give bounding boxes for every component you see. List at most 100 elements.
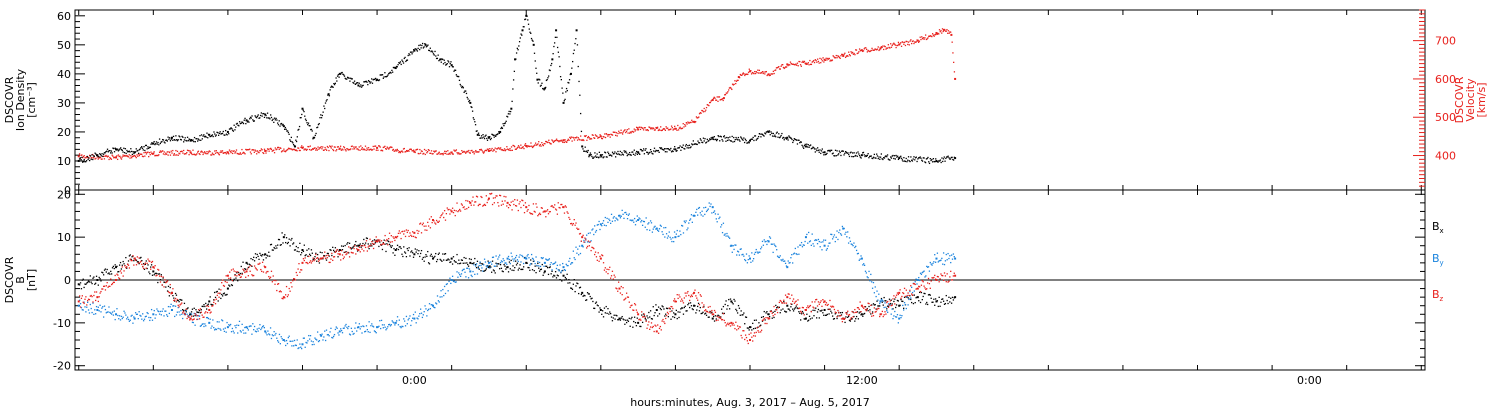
by-series-dot bbox=[950, 262, 951, 263]
velocity-series-dot bbox=[366, 150, 367, 151]
by-series-dot bbox=[691, 214, 692, 215]
bz-series-dot bbox=[220, 289, 221, 290]
by-series-dot bbox=[147, 313, 148, 314]
velocity-series-dot bbox=[908, 42, 909, 43]
by-series-dot bbox=[831, 234, 832, 235]
velocity-series-dot bbox=[686, 122, 687, 123]
bz-series-dot bbox=[422, 224, 423, 225]
density-series-dot bbox=[371, 78, 372, 79]
velocity-series-dot bbox=[639, 127, 640, 128]
by-series-dot bbox=[478, 268, 479, 269]
density-series-dot bbox=[480, 137, 481, 138]
bx-series-dot bbox=[469, 258, 470, 259]
velocity-series-dot bbox=[952, 52, 953, 53]
bx-series-dot bbox=[489, 265, 490, 266]
density-series-point bbox=[533, 44, 535, 46]
velocity-series-dot bbox=[456, 149, 457, 150]
bz-series-dot bbox=[405, 236, 406, 237]
by-series-dot bbox=[144, 319, 145, 320]
bz-series-dot bbox=[219, 293, 220, 294]
velocity-series-dot bbox=[186, 152, 187, 153]
bx-series-dot bbox=[192, 309, 193, 310]
by-series-dot bbox=[216, 329, 217, 330]
by-series-dot bbox=[759, 252, 760, 253]
by-series-dot bbox=[635, 224, 636, 225]
density-series-dot bbox=[157, 143, 158, 144]
by-series-dot bbox=[487, 267, 488, 268]
density-series-dot bbox=[948, 157, 949, 158]
density-series-dot bbox=[737, 139, 738, 140]
by-series-dot bbox=[705, 207, 706, 208]
density-series-dot bbox=[590, 152, 591, 153]
bz-series-dot bbox=[314, 259, 315, 260]
density-series-dot bbox=[369, 82, 370, 83]
density-series-dot bbox=[323, 105, 324, 106]
velocity-series-dot bbox=[635, 129, 636, 130]
velocity-series-dot bbox=[754, 71, 755, 72]
by-series-dot bbox=[420, 308, 421, 309]
bx-series-dot bbox=[191, 311, 192, 312]
velocity-series-dot bbox=[388, 148, 389, 149]
density-series-dot bbox=[155, 143, 156, 144]
density-series-dot bbox=[664, 148, 665, 149]
bx-series-dot bbox=[169, 295, 170, 296]
by-series-dot bbox=[159, 313, 160, 314]
by-series-dot bbox=[928, 266, 929, 267]
bx-series-dot bbox=[378, 246, 379, 247]
bx-series-dot bbox=[925, 303, 926, 304]
velocity-series-dot bbox=[631, 132, 632, 133]
density-series-dot bbox=[277, 122, 278, 123]
velocity-series-dot bbox=[637, 127, 638, 128]
bz-series-dot bbox=[140, 261, 141, 262]
density-series-dot bbox=[195, 141, 196, 142]
by-series-dot bbox=[442, 289, 443, 290]
bx-series-dot bbox=[431, 254, 432, 255]
bz-series-dot bbox=[248, 275, 249, 276]
velocity-series-dot bbox=[836, 55, 837, 56]
bx-series-dot bbox=[289, 245, 290, 246]
bx-series-dot bbox=[610, 313, 611, 314]
by-series-dot bbox=[689, 220, 690, 221]
velocity-series-dot bbox=[431, 150, 432, 151]
by-series-dot bbox=[407, 323, 408, 324]
bz-series-dot bbox=[229, 271, 230, 272]
bz-series-dot bbox=[210, 311, 211, 312]
by-series-dot bbox=[873, 282, 874, 283]
velocity-series-dot bbox=[213, 154, 214, 155]
density-series-dot bbox=[739, 139, 740, 140]
by-series-dot bbox=[513, 260, 514, 261]
by-series-dot bbox=[509, 259, 510, 260]
by-series-dot bbox=[142, 313, 143, 314]
bx-series-dot bbox=[573, 284, 574, 285]
density-series-dot bbox=[655, 151, 656, 152]
by-series-dot bbox=[477, 273, 478, 274]
y-tick-label: 60 bbox=[57, 10, 71, 23]
velocity-series-dot bbox=[836, 57, 837, 58]
by-series-dot bbox=[595, 231, 596, 232]
density-series-dot bbox=[534, 53, 535, 54]
bx-series-dot bbox=[478, 266, 479, 267]
by-series-dot bbox=[498, 256, 499, 257]
bx-series-dot bbox=[764, 319, 765, 320]
bx-series-dot bbox=[910, 299, 911, 300]
bz-series-dot bbox=[207, 312, 208, 313]
velocity-series-dot bbox=[704, 108, 705, 109]
bx-series-dot bbox=[623, 319, 624, 320]
bx-series-dot bbox=[398, 249, 399, 250]
bx-series-dot bbox=[734, 300, 735, 301]
bx-series-dot bbox=[603, 316, 604, 317]
bx-series-point bbox=[96, 279, 98, 281]
density-series-dot bbox=[855, 155, 856, 156]
by-series-dot bbox=[202, 323, 203, 324]
by-series-dot bbox=[868, 271, 869, 272]
density-series-dot bbox=[742, 140, 743, 141]
density-series-dot bbox=[106, 151, 107, 152]
by-series-dot bbox=[344, 327, 345, 328]
bz-series-dot bbox=[384, 243, 385, 244]
bz-series-dot bbox=[154, 267, 155, 268]
velocity-series-dot bbox=[336, 149, 337, 150]
velocity-series-dot bbox=[249, 149, 250, 150]
bx-series-point bbox=[954, 296, 956, 298]
velocity-series-dot bbox=[443, 153, 444, 154]
density-series-dot bbox=[459, 80, 460, 81]
